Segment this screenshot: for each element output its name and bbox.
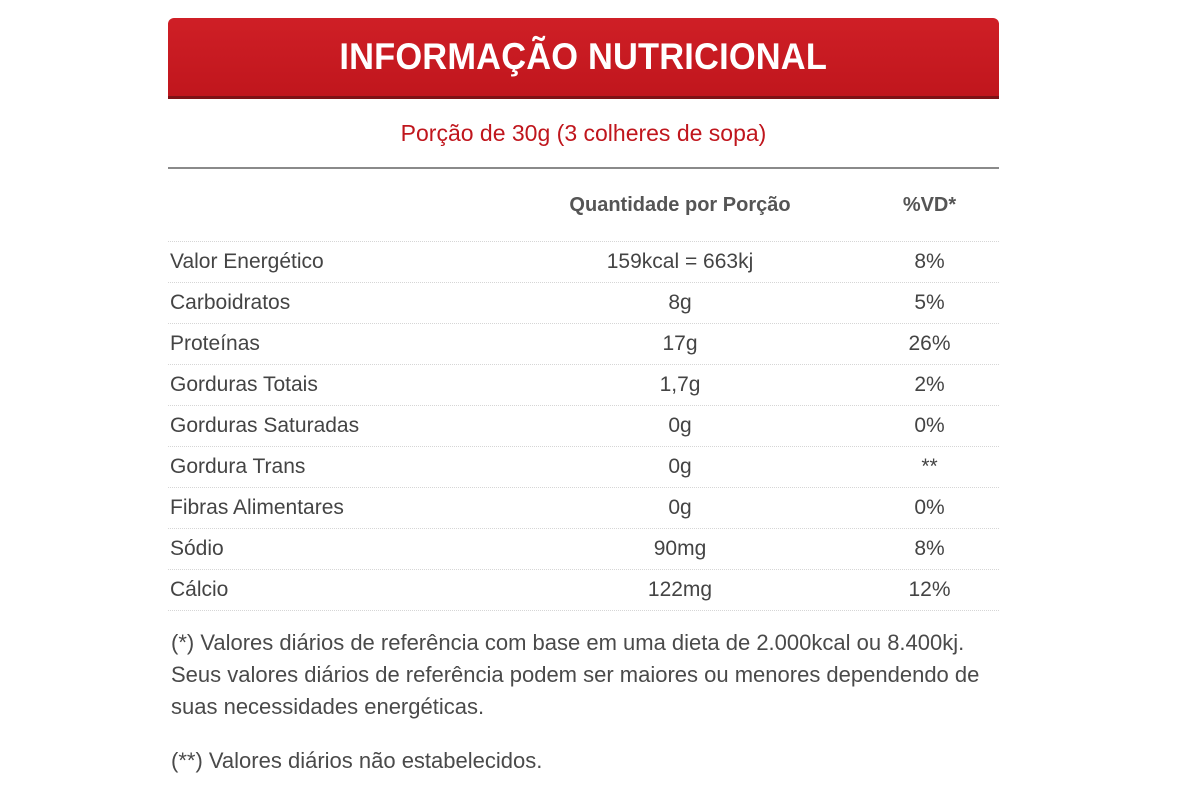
nutrient-dv: ** bbox=[921, 455, 938, 478]
nutrient-name: Gorduras Saturadas bbox=[170, 414, 360, 437]
nutrient-name: Sódio bbox=[170, 537, 224, 560]
daily-values-footnote: (*) Valores diários de referência com ba… bbox=[171, 630, 980, 719]
nutrient-amount: 0g bbox=[668, 496, 692, 519]
table-row: Fibras Alimentares 0g 0% bbox=[168, 488, 999, 529]
nutrient-amount: 122mg bbox=[647, 578, 713, 601]
nutrient-amount: 17g bbox=[662, 332, 698, 355]
nutrient-dv: 26% bbox=[908, 332, 951, 355]
nutrient-amount: 0g bbox=[668, 455, 692, 478]
nutrient-dv: 0% bbox=[914, 496, 945, 519]
nutrition-header: INFORMAÇÃO NUTRICIONAL bbox=[168, 18, 999, 99]
table-row: Gordura Trans 0g ** bbox=[168, 447, 999, 488]
nutrient-dv: 8% bbox=[914, 537, 945, 560]
table-row: Carboidratos 8g 5% bbox=[168, 283, 999, 324]
nutrient-dv: 0% bbox=[914, 414, 945, 437]
nutrient-amount: 1,7g bbox=[659, 373, 701, 396]
nutrient-name: Fibras Alimentares bbox=[170, 496, 344, 519]
not-established-footnote: (**) Valores diários não estabelecidos. bbox=[171, 748, 543, 773]
nutrient-amount: 8g bbox=[668, 291, 692, 314]
nutrient-name: Cálcio bbox=[170, 578, 229, 601]
table-header: Quantidade por Porção %VD* bbox=[168, 169, 999, 242]
table-row: Proteínas 17g 26% bbox=[168, 324, 999, 365]
nutrient-name: Carboidratos bbox=[170, 291, 291, 314]
table-row: Sódio 90mg 8% bbox=[168, 529, 999, 570]
nutrient-name: Gordura Trans bbox=[170, 455, 306, 478]
table-row: Gorduras Totais 1,7g 2% bbox=[168, 365, 999, 406]
footnotes: (*) Valores diários de referência com ba… bbox=[171, 627, 991, 777]
table-row: Cálcio 122mg 12% bbox=[168, 570, 999, 611]
nutrient-dv: 8% bbox=[914, 250, 945, 273]
nutrition-panel: INFORMAÇÃO NUTRICIONAL Porção de 30g (3 … bbox=[168, 18, 999, 611]
column-header-amount: Quantidade por Porção bbox=[569, 193, 791, 216]
table-row: Gorduras Saturadas 0g 0% bbox=[168, 406, 999, 447]
nutrient-name: Valor Energético bbox=[170, 250, 324, 273]
table-row: Valor Energético 159kcal = 663kj 8% bbox=[168, 242, 999, 283]
nutrient-name: Gorduras Totais bbox=[170, 373, 318, 396]
nutrient-amount: 0g bbox=[668, 414, 692, 437]
nutrient-dv: 5% bbox=[914, 291, 945, 314]
portion-size: Porção de 30g (3 colheres de sopa) bbox=[168, 99, 999, 169]
column-header-dv: %VD* bbox=[902, 193, 957, 216]
nutrient-name: Proteínas bbox=[170, 332, 260, 355]
page-title: INFORMAÇÃO NUTRICIONAL bbox=[339, 36, 828, 77]
nutrient-amount: 90mg bbox=[653, 537, 707, 560]
nutrient-dv: 2% bbox=[914, 373, 945, 396]
nutrient-dv: 12% bbox=[908, 578, 951, 601]
nutrient-amount: 159kcal = 663kj bbox=[606, 250, 754, 273]
